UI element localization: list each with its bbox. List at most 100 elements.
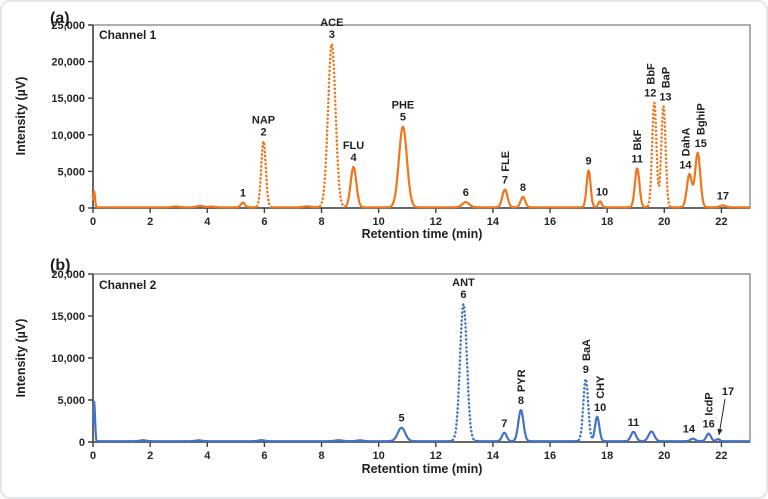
peak-name: BaA bbox=[581, 339, 593, 361]
peak-arrow-line bbox=[718, 398, 726, 436]
trace-channel-1-dotted bbox=[255, 140, 272, 208]
trace-channel-2-dotted bbox=[451, 302, 476, 442]
peak-name: PHE bbox=[392, 100, 415, 112]
peak-name: BaP bbox=[660, 67, 672, 88]
peak-name: IcdP bbox=[704, 392, 716, 415]
peak-name: ANT bbox=[452, 277, 475, 289]
peak-arrow-head bbox=[717, 428, 723, 436]
x-tick-label: 20 bbox=[658, 216, 670, 228]
peak-name: PYR bbox=[516, 369, 528, 392]
trace-channel-1-solid bbox=[91, 190, 258, 209]
peak-number: 3 bbox=[329, 29, 335, 41]
panel-b-x-axis-title: Retention time (min) bbox=[361, 462, 483, 476]
peak-number: 11 bbox=[628, 417, 640, 429]
x-tick-label: 8 bbox=[318, 216, 324, 228]
x-tick-label: 14 bbox=[487, 450, 500, 462]
plot-border bbox=[92, 273, 751, 443]
x-tick-label: 20 bbox=[658, 450, 670, 462]
x-tick-label: 22 bbox=[715, 450, 727, 462]
x-tick-label: 18 bbox=[601, 450, 613, 462]
x-tick-label: 0 bbox=[90, 216, 96, 228]
peak-number: 17 bbox=[717, 190, 729, 202]
peak-name: NAP bbox=[252, 114, 275, 126]
chromatogram-panel-a: 0 2 4 6 8 10 12 14 16 18 20 2205,00010,00015,00020,… bbox=[51, 17, 751, 228]
peak-name: ACE bbox=[320, 17, 343, 29]
peak-number: 12 bbox=[644, 88, 656, 100]
trace-channel-2-solid bbox=[591, 415, 751, 443]
trace-channel-1-solid bbox=[269, 205, 321, 209]
x-tick-label: 10 bbox=[373, 450, 385, 462]
peak-number: 1 bbox=[240, 188, 246, 200]
peak-number: 7 bbox=[501, 418, 507, 430]
trace-channel-2-solid bbox=[91, 400, 454, 443]
peak-number: 13 bbox=[659, 91, 671, 103]
peak-number: 10 bbox=[594, 402, 606, 414]
x-tick-label: 12 bbox=[430, 450, 442, 462]
panel-b-tag: (b) bbox=[50, 257, 71, 274]
peak-number: 6 bbox=[463, 187, 469, 199]
trace-channel-2-solid bbox=[473, 409, 580, 443]
peak-name: BghiP bbox=[696, 103, 708, 135]
x-tick-label: 2 bbox=[147, 450, 153, 462]
peak-number: 4 bbox=[350, 152, 357, 164]
peak-number: 14 bbox=[679, 159, 692, 171]
peak-number: 7 bbox=[502, 175, 508, 187]
peak-number: 11 bbox=[631, 153, 643, 165]
trace-channel-1-dotted bbox=[318, 42, 346, 208]
y-tick-label: 5,000 bbox=[57, 395, 85, 407]
y-tick-label: 15,000 bbox=[51, 93, 85, 105]
peak-name: CHY bbox=[595, 375, 607, 399]
x-tick-label: 2 bbox=[147, 216, 153, 228]
y-tick-label: 10,000 bbox=[51, 353, 85, 365]
peak-number: 9 bbox=[586, 156, 592, 168]
x-tick-label: 4 bbox=[204, 450, 211, 462]
trace-channel-1-solid bbox=[343, 125, 649, 209]
peak-name: BbF bbox=[645, 63, 657, 85]
peak-number: 17 bbox=[722, 386, 734, 398]
x-tick-label: 6 bbox=[261, 450, 267, 462]
x-tick-label: 22 bbox=[715, 216, 727, 228]
peak-name: BkF bbox=[632, 129, 644, 150]
peak-number: 2 bbox=[260, 126, 266, 138]
peak-number: 8 bbox=[518, 395, 524, 407]
peak-name: DahA bbox=[680, 128, 692, 157]
x-tick-label: 18 bbox=[601, 216, 613, 228]
x-tick-label: 16 bbox=[544, 216, 556, 228]
panel-a-y-axis-title: Intensity (µV) bbox=[14, 76, 28, 156]
channel-1-label: Channel 1 bbox=[99, 28, 157, 42]
y-tick-label: 20,000 bbox=[51, 269, 85, 281]
trace-channel-1-solid bbox=[669, 151, 751, 209]
y-tick-label: 10,000 bbox=[51, 130, 85, 142]
peak-number: 9 bbox=[583, 364, 589, 376]
plot-border bbox=[92, 24, 751, 209]
channel-2-label: Channel 2 bbox=[99, 278, 157, 292]
peak-number: 8 bbox=[520, 182, 526, 194]
y-tick-label: 20,000 bbox=[51, 57, 85, 69]
chromatogram-panel-b: 0 2 4 6 8 10 12 14 16 18 20 22 0 5,000 10,000 15,000 20,… bbox=[51, 269, 751, 462]
y-tick-label: 25,000 bbox=[51, 20, 85, 32]
peak-number: 6 bbox=[460, 289, 466, 301]
y-tick-label: 15,000 bbox=[51, 311, 85, 323]
peak-number: 10 bbox=[596, 186, 608, 198]
panel-b-y-axis-title: Intensity (µV) bbox=[14, 318, 28, 398]
y-tick-label: 0 bbox=[79, 437, 85, 449]
x-tick-label: 16 bbox=[544, 450, 556, 462]
peak-number: 5 bbox=[398, 413, 404, 425]
x-tick-label: 12 bbox=[430, 216, 442, 228]
panel-a-x-axis-title: Retention time (min) bbox=[361, 227, 483, 241]
x-tick-label: 4 bbox=[204, 216, 211, 228]
y-tick-label: 0 bbox=[79, 203, 85, 215]
x-tick-label: 14 bbox=[487, 216, 500, 228]
peak-number: 15 bbox=[695, 138, 707, 150]
x-tick-label: 6 bbox=[261, 216, 267, 228]
peak-name: FLU bbox=[343, 140, 364, 152]
trace-channel-1-dotted bbox=[646, 101, 672, 208]
peak-number: 5 bbox=[400, 112, 406, 124]
peak-number: 14 bbox=[683, 424, 696, 436]
peak-name: FLE bbox=[500, 151, 512, 172]
x-tick-label: 10 bbox=[373, 216, 385, 228]
y-tick-label: 5,000 bbox=[57, 166, 85, 178]
x-tick-label: 8 bbox=[318, 450, 324, 462]
panel-a-tag: (a) bbox=[50, 10, 70, 27]
